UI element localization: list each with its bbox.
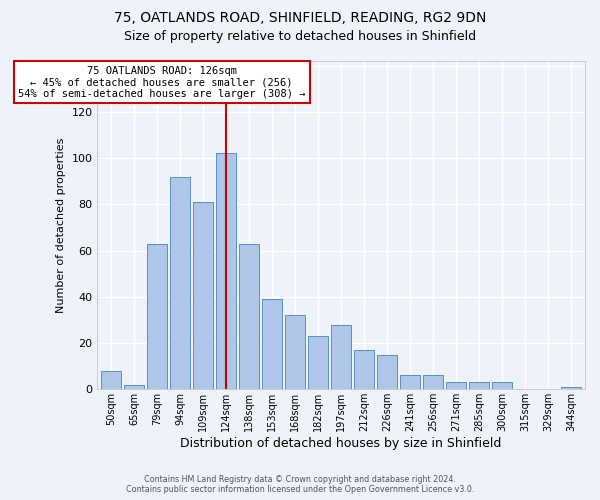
Y-axis label: Number of detached properties: Number of detached properties bbox=[56, 138, 66, 313]
Bar bbox=[355, 350, 374, 390]
Bar bbox=[239, 244, 259, 390]
Bar bbox=[446, 382, 466, 390]
Bar bbox=[377, 354, 397, 390]
Bar bbox=[170, 176, 190, 390]
Bar bbox=[331, 324, 351, 390]
X-axis label: Distribution of detached houses by size in Shinfield: Distribution of detached houses by size … bbox=[181, 437, 502, 450]
Bar bbox=[424, 376, 443, 390]
Bar bbox=[101, 371, 121, 390]
Bar bbox=[469, 382, 489, 390]
Text: 75, OATLANDS ROAD, SHINFIELD, READING, RG2 9DN: 75, OATLANDS ROAD, SHINFIELD, READING, R… bbox=[114, 11, 486, 25]
Bar bbox=[148, 244, 167, 390]
Text: 75 OATLANDS ROAD: 126sqm
← 45% of detached houses are smaller (256)
54% of semi-: 75 OATLANDS ROAD: 126sqm ← 45% of detach… bbox=[18, 66, 305, 99]
Bar bbox=[308, 336, 328, 390]
Bar bbox=[562, 387, 581, 390]
Bar bbox=[400, 376, 420, 390]
Bar bbox=[124, 384, 144, 390]
Text: Size of property relative to detached houses in Shinfield: Size of property relative to detached ho… bbox=[124, 30, 476, 43]
Text: Contains HM Land Registry data © Crown copyright and database right 2024.
Contai: Contains HM Land Registry data © Crown c… bbox=[126, 474, 474, 494]
Bar bbox=[193, 202, 213, 390]
Bar bbox=[286, 316, 305, 390]
Bar bbox=[262, 299, 282, 390]
Bar bbox=[217, 154, 236, 390]
Bar bbox=[493, 382, 512, 390]
